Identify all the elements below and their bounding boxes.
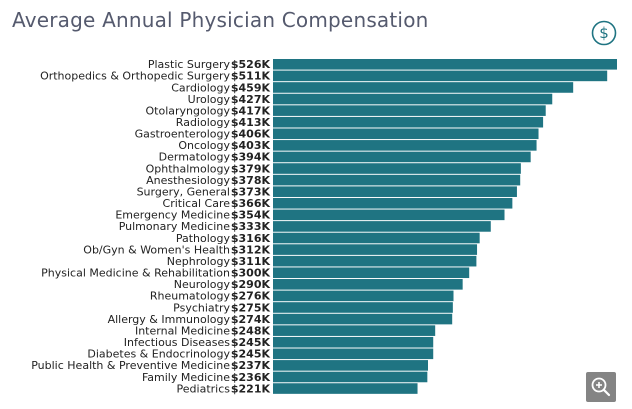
category-label: Surgery, General (137, 185, 230, 198)
category-label: Internal Medicine (135, 324, 230, 337)
value-label: $221K (231, 382, 271, 395)
value-label: $354K (231, 209, 271, 222)
bar (273, 336, 434, 348)
bar (273, 163, 521, 174)
bar (273, 128, 539, 140)
bar (273, 59, 617, 70)
category-label: Orthopedics & Orthopedic Surgery (40, 70, 230, 83)
value-label: $417K (231, 104, 271, 117)
category-label: Otolaryngology (146, 104, 231, 117)
value-label: $366K (231, 197, 271, 210)
bar (273, 70, 608, 82)
bar (273, 325, 436, 336)
value-label: $378K (231, 174, 271, 187)
category-label: Physical Medicine & Rehabilitation (41, 267, 230, 280)
category-label: Gastroenterology (135, 128, 231, 141)
value-label: $245K (231, 348, 271, 361)
value-label: $427K (231, 93, 271, 106)
value-label: $248K (231, 324, 271, 337)
category-label: Pediatrics (177, 382, 231, 395)
category-label: Cardiology (171, 81, 230, 94)
value-label: $312K (231, 243, 271, 256)
category-label: Infectious Diseases (124, 336, 230, 349)
category-label: Dermatology (159, 151, 231, 164)
bar (273, 82, 574, 93)
value-label: $275K (231, 301, 271, 314)
category-label: Psychiatry (173, 301, 230, 314)
value-label: $526K (231, 58, 271, 71)
bar (273, 186, 517, 197)
bar (273, 302, 453, 313)
bar (273, 93, 553, 105)
value-label: $276K (231, 290, 271, 303)
zoom-button[interactable] (586, 372, 616, 402)
svg-text:$: $ (599, 24, 609, 42)
category-label: Urology (188, 93, 231, 106)
bar (273, 232, 480, 244)
bar (273, 348, 434, 360)
bar (273, 105, 546, 116)
category-label: Ophthalmology (146, 162, 231, 175)
category-label: Critical Care (163, 197, 231, 210)
category-label: Anesthesiology (146, 174, 230, 187)
value-label: $316K (231, 232, 271, 245)
category-label: Family Medicine (142, 371, 230, 384)
bar (273, 279, 463, 290)
category-label: Allergy & Immunology (108, 313, 231, 326)
bar (273, 174, 521, 186)
bar (273, 360, 428, 371)
category-label: Radiology (176, 116, 231, 129)
value-label: $406K (231, 128, 271, 141)
bar (273, 290, 454, 302)
bar (273, 371, 428, 383)
value-label: $511K (231, 70, 271, 83)
bar (273, 140, 537, 151)
bar (273, 255, 477, 267)
value-label: $394K (231, 151, 271, 164)
value-label: $311K (231, 255, 271, 268)
value-label: $290K (231, 278, 271, 291)
bar (273, 116, 544, 128)
category-label: Pulmonary Medicine (119, 220, 231, 233)
category-label: Nephrology (167, 255, 231, 268)
value-label: $379K (231, 162, 271, 175)
category-label: Ob/Gyn & Women's Health (83, 243, 230, 256)
category-label: Oncology (178, 139, 230, 152)
bar (273, 197, 513, 209)
category-label: Emergency Medicine (115, 209, 230, 222)
value-label: $274K (231, 313, 271, 326)
value-label: $459K (231, 81, 271, 94)
bar (273, 267, 470, 279)
bar (273, 244, 478, 255)
bar (273, 313, 453, 325)
category-label: Public Health & Preventive Medicine (31, 359, 230, 372)
value-label: $333K (231, 220, 271, 233)
page-title: Average Annual Physician Compensation (12, 8, 429, 32)
value-label: $245K (231, 336, 271, 349)
dollar-circle-icon: $ (591, 20, 617, 46)
category-label: Rheumatology (150, 290, 231, 303)
bar (273, 383, 418, 394)
value-label: $403K (231, 139, 271, 152)
category-label: Diabetes & Endocrinology (87, 348, 230, 361)
value-label: $300K (231, 267, 271, 280)
bar (273, 151, 531, 163)
zoom-in-icon (591, 377, 611, 397)
value-label: $236K (231, 371, 271, 384)
category-label: Pathology (176, 232, 231, 245)
bar (273, 209, 505, 221)
value-label: $237K (231, 359, 271, 372)
category-label: Plastic Surgery (148, 58, 231, 71)
value-label: $373K (231, 185, 271, 198)
bar (273, 221, 491, 232)
category-label: Neurology (174, 278, 231, 291)
value-label: $413K (231, 116, 271, 129)
